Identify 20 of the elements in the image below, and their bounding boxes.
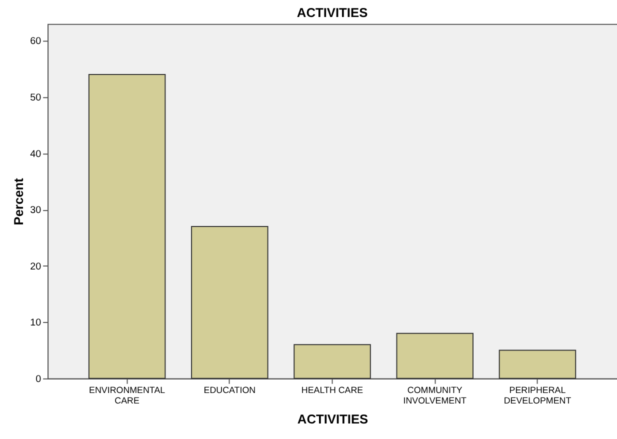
y-tick-label: 30 bbox=[30, 205, 42, 216]
y-tick-label: 60 bbox=[30, 36, 42, 48]
y-tick-label: 20 bbox=[30, 261, 42, 272]
x-axis-title: ACTIVITIES bbox=[297, 411, 369, 426]
x-tick-label: COMMUNITY INVOLVEMENT bbox=[403, 384, 468, 406]
bar bbox=[88, 74, 166, 379]
y-tick-label: 40 bbox=[30, 148, 42, 160]
x-tick-label: PERIPHERAL DEVELOPMENT bbox=[504, 384, 572, 406]
bar bbox=[191, 226, 268, 379]
y-tick-label: 10 bbox=[30, 318, 42, 329]
y-tick-label: 0 bbox=[36, 374, 42, 385]
bar bbox=[294, 344, 371, 379]
x-tick-label: HEALTH CARE bbox=[301, 384, 364, 395]
bar bbox=[396, 332, 474, 379]
x-tick-label: ENVIRONMENTAL CARE bbox=[89, 384, 166, 406]
y-tick-label: 50 bbox=[30, 92, 42, 104]
chart-title: ACTIVITIES bbox=[296, 4, 368, 20]
y-axis-title: Percent bbox=[11, 177, 26, 226]
bar bbox=[498, 350, 576, 379]
x-tick-label: EDUCATION bbox=[204, 384, 256, 395]
